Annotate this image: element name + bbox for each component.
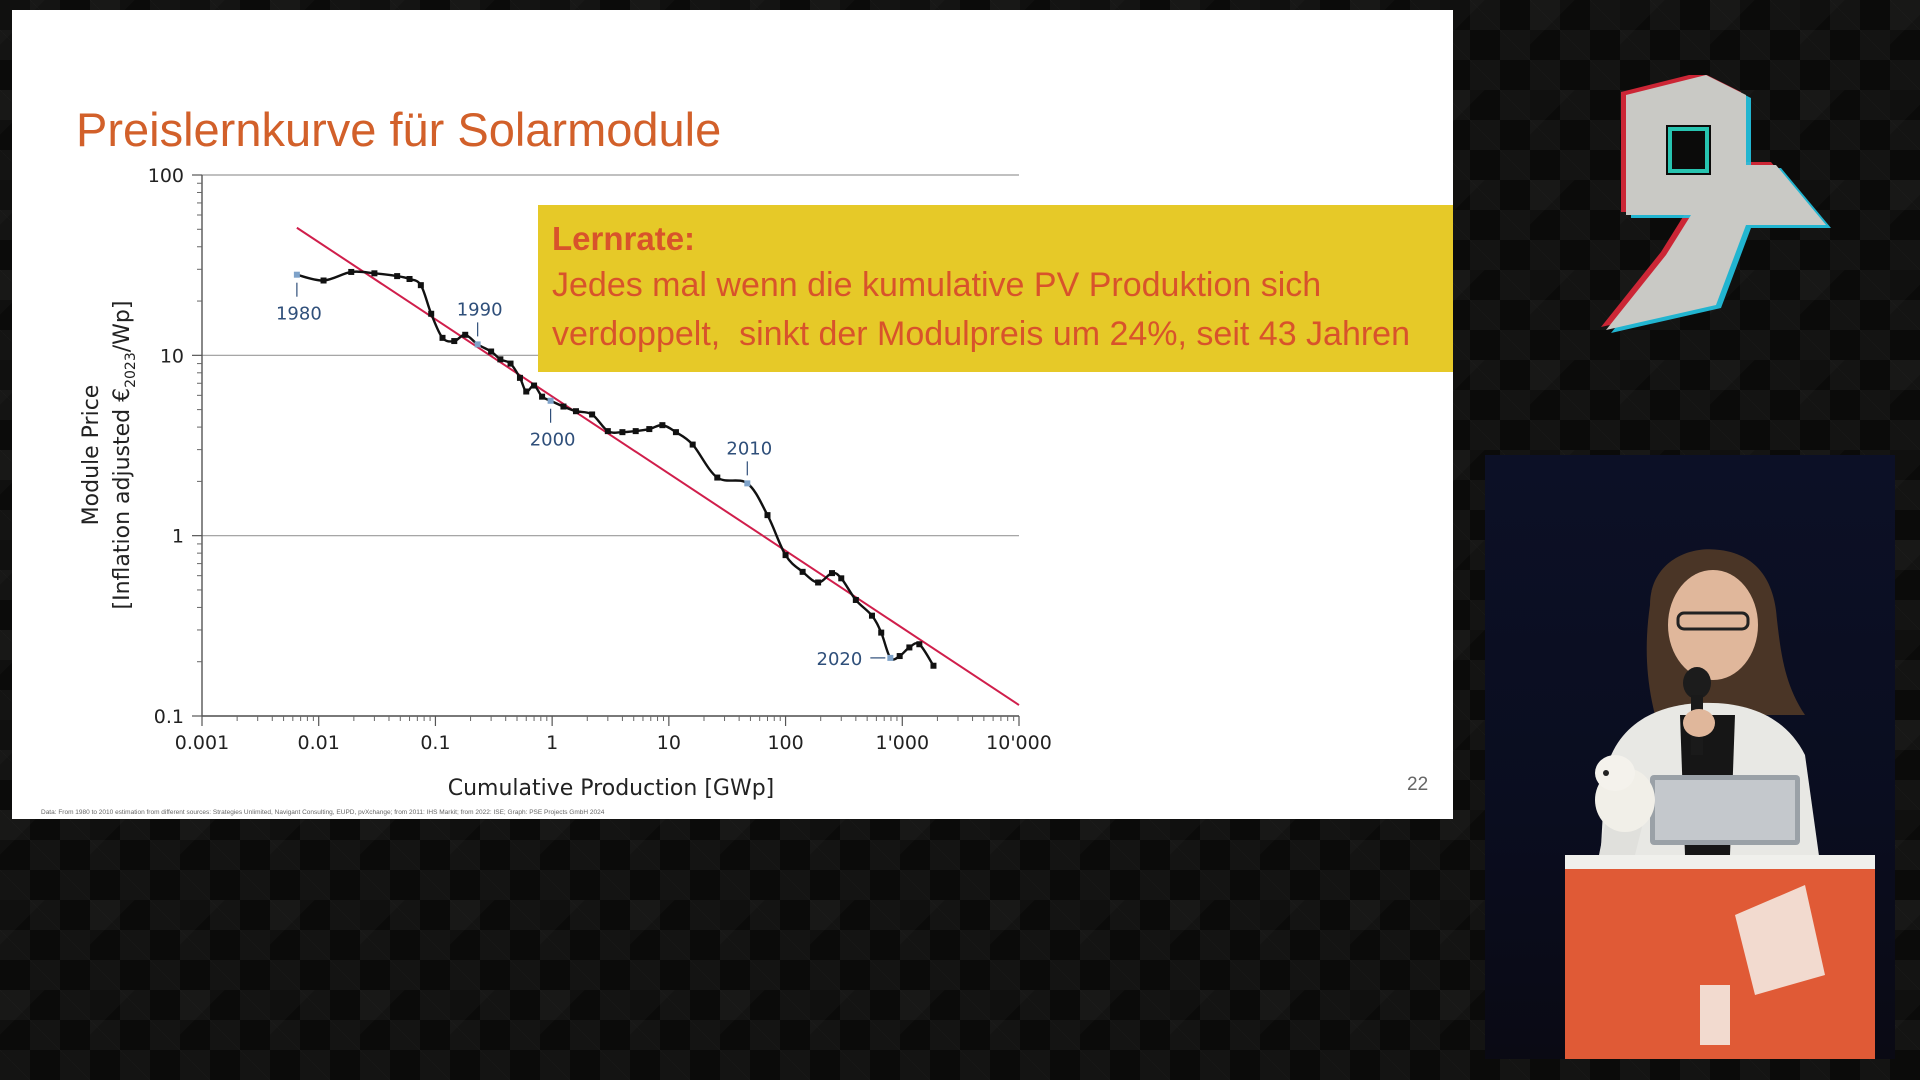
chart-data-point	[497, 356, 504, 363]
event-logo	[1601, 75, 1831, 333]
chart-data-point	[474, 341, 481, 348]
chart-data-point	[799, 568, 806, 575]
chart-data-point	[852, 596, 859, 603]
chart-series-line	[296, 270, 935, 667]
chart-y-axis-label-line1: Module Price	[79, 385, 104, 526]
chart-x-tick-label: 1	[546, 732, 558, 754]
chart-data-point	[868, 612, 875, 619]
chart-data-point	[394, 273, 401, 280]
chart-x-tick-label: 0.01	[298, 732, 340, 754]
chart-x-tick-label: 1'000	[875, 732, 929, 754]
chart-data-point	[829, 570, 836, 577]
chart-data-point	[887, 654, 894, 661]
chart-annotations: 1980 1990 2000 2010 2020	[276, 282, 886, 670]
chart-x-tick-label: 0.001	[175, 732, 229, 754]
speaker-face	[1668, 570, 1758, 680]
chart-data-point	[689, 441, 696, 448]
data-source-footnote: Data: From 1980 to 2010 estimation from …	[41, 809, 605, 816]
chart-data-point	[572, 408, 579, 415]
chart-data-point	[878, 629, 885, 636]
chart-data-point	[632, 428, 639, 435]
chart-data-point	[488, 348, 495, 355]
ylabel-pre: [Inflation adjusted €	[110, 388, 135, 610]
callout-heading: Lernrate:	[552, 220, 696, 257]
chart-ticks: 0.1 1 10 100 0.001 0.01 0.1 1 10 100 1'000 10'000	[148, 165, 1052, 754]
chart-data-point	[516, 374, 523, 381]
chart-data-point	[348, 268, 355, 275]
chart-data-point	[417, 282, 424, 289]
page-number: 22	[1407, 774, 1429, 795]
chart-year-annotation: 2010	[726, 438, 772, 459]
chart-y-axis-label-line2: [Inflation adjusted €2023/Wp]	[110, 301, 139, 610]
chart-x-tick-label: 10	[657, 732, 681, 754]
chart-data-point	[659, 422, 666, 429]
slide: Preislernkurve für Solarmodule 0.1 1 10 100…	[12, 10, 1453, 819]
chart-y-axis-label: Module Price [Inflation adjusted €2023/W…	[79, 301, 139, 610]
ylabel-sub: 2023	[123, 352, 139, 388]
chart-data-point	[439, 334, 446, 341]
chart-data-point	[428, 310, 435, 317]
speaker-video	[1485, 455, 1895, 1059]
chart-trendline	[296, 226, 1020, 706]
chart-y-tick-label: 10	[160, 345, 184, 367]
chart-data-point	[406, 276, 413, 283]
chart-data-point	[906, 644, 913, 651]
chart-year-annotation: 2020	[817, 649, 863, 670]
chart-y-tick-label: 0.1	[154, 706, 184, 728]
chart-data-point	[896, 653, 903, 660]
chart-trendline-group	[296, 226, 1020, 706]
chart: 0.1 1 10 100 0.001 0.01 0.1 1 10 100 1'000 10'000 1…	[79, 165, 1052, 801]
chart-data-point	[744, 480, 751, 487]
speaker-glasses	[1676, 611, 1750, 631]
chart-data-point	[371, 270, 378, 277]
chart-data-point	[782, 552, 789, 559]
chart-data-point	[531, 382, 538, 389]
logo-main	[1606, 75, 1826, 330]
chart-series-group	[293, 268, 937, 669]
chart-axes	[201, 175, 1019, 717]
chart-data-point	[838, 575, 845, 582]
chart-x-axis-label: Cumulative Production [GWp]	[448, 776, 775, 801]
learning-rate-callout: Lernrate: Jedes mal wenn die kumulative …	[538, 205, 1453, 372]
callout-text: Jedes mal wenn die kumulative PV Produkt…	[552, 266, 1411, 353]
chart-data-point	[815, 579, 822, 586]
chart-data-point	[619, 429, 626, 436]
chart-data-point	[560, 403, 567, 410]
chart-data-point	[646, 426, 653, 433]
chart-data-point	[916, 641, 923, 648]
chart-y-tick-label: 1	[172, 526, 184, 548]
chart-data-point	[293, 271, 300, 278]
slide-title: Preislernkurve für Solarmodule	[76, 103, 722, 156]
chart-x-tick-label: 10'000	[986, 732, 1052, 754]
ylabel-post: /Wp]	[110, 301, 135, 353]
chart-data-point	[672, 429, 679, 436]
chart-y-tick-label: 100	[148, 165, 184, 187]
chart-data-point	[451, 338, 458, 345]
chart-data-point	[507, 360, 514, 367]
microphone-icon	[1683, 667, 1711, 699]
chart-data-point	[589, 411, 596, 418]
chart-data-point	[930, 662, 937, 669]
chart-year-annotation: 1980	[276, 304, 322, 325]
chart-year-annotation: 1990	[457, 299, 503, 320]
chart-data-point	[714, 474, 721, 481]
chart-data-point	[604, 428, 611, 435]
chart-x-tick-label: 0.1	[420, 732, 450, 754]
chart-year-annotation: 2000	[530, 430, 576, 451]
chart-data-point	[320, 277, 327, 284]
chart-data-point	[462, 331, 469, 338]
chart-data-point	[539, 393, 546, 400]
chart-x-tick-label: 100	[767, 732, 803, 754]
chart-data-point	[523, 388, 530, 395]
chart-data-point	[764, 512, 771, 519]
chart-data-point	[547, 397, 554, 404]
